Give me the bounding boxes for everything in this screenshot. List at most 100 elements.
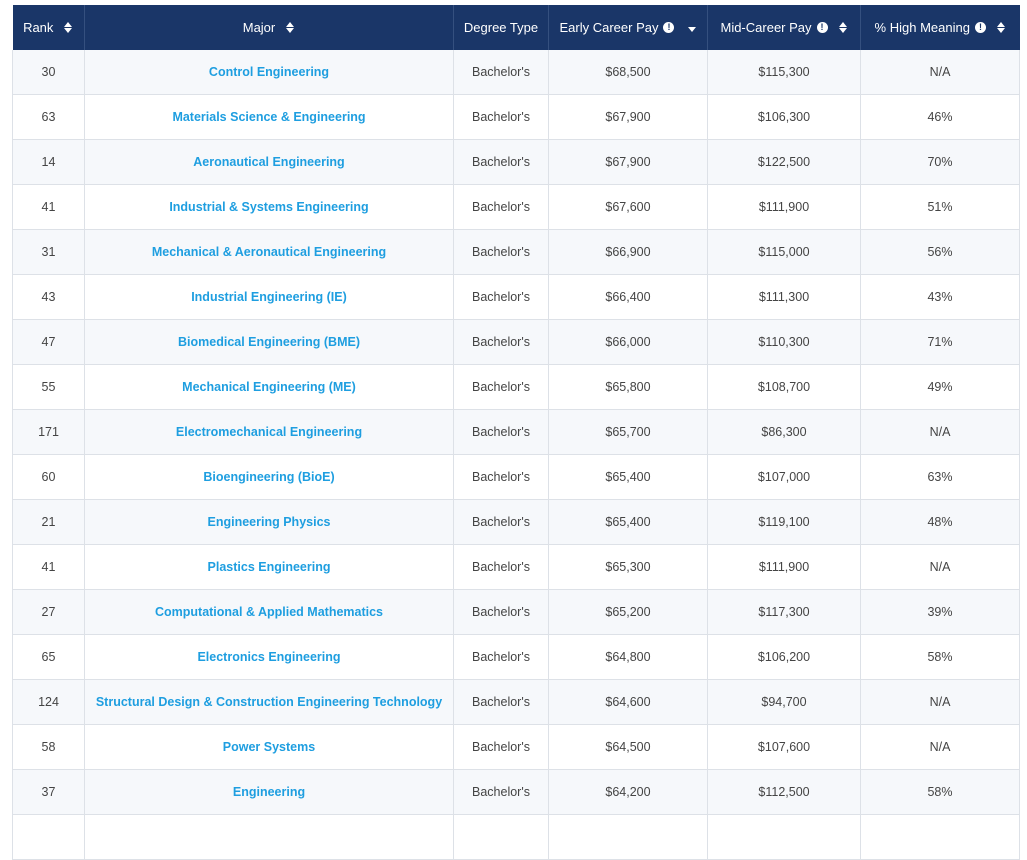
degree-type-cell: Bachelor's: [453, 319, 549, 365]
table-row: [12, 814, 1020, 860]
major-link[interactable]: Industrial & Systems Engineering: [169, 200, 369, 214]
mid-career-pay-cell: [707, 814, 861, 860]
rank-cell: 31: [12, 229, 85, 275]
table-row: 37 Engineering Bachelor's $64,200 $112,500 58…: [12, 769, 1020, 815]
high-meaning-cell: N/A: [860, 679, 1020, 725]
column-header-high-meaning[interactable]: % High Meaning !: [860, 5, 1020, 50]
rank-cell: [12, 814, 85, 860]
rank-cell: 58: [12, 724, 85, 770]
degree-type-cell: Bachelor's: [453, 544, 549, 590]
sort-icon[interactable]: [838, 21, 848, 35]
high-meaning-cell: 71%: [860, 319, 1020, 365]
high-meaning-cell: 63%: [860, 454, 1020, 500]
major-link[interactable]: Structural Design & Construction Enginee…: [95, 695, 443, 709]
column-header-major[interactable]: Major: [84, 5, 454, 50]
rank-cell: 47: [12, 319, 85, 365]
rank-cell: 37: [12, 769, 85, 815]
info-icon[interactable]: !: [974, 22, 986, 33]
high-meaning-cell: 51%: [860, 184, 1020, 230]
major-link[interactable]: Materials Science & Engineering: [172, 110, 366, 124]
early-career-pay-cell: $65,300: [548, 544, 708, 590]
degree-type-cell: Bachelor's: [453, 634, 549, 680]
high-meaning-cell: 70%: [860, 139, 1020, 185]
major-link[interactable]: Engineering Physics: [207, 515, 331, 529]
mid-career-pay-cell: $108,700: [707, 364, 861, 410]
high-meaning-cell: 46%: [860, 94, 1020, 140]
rank-cell: 124: [12, 679, 85, 725]
table-row: 63 Materials Science & Engineering Bachelo…: [12, 94, 1020, 140]
major-link[interactable]: Computational & Applied Mathematics: [154, 605, 384, 619]
sort-descending-icon[interactable]: [688, 26, 697, 32]
rank-cell: 21: [12, 499, 85, 545]
mid-career-pay-cell: $115,300: [707, 50, 861, 95]
degree-type-cell: Bachelor's: [453, 679, 549, 725]
table-row: 124 Structural Design & Construction Engi…: [12, 679, 1020, 725]
table-row: 60 Bioengineering (BioE) Bachelor's $65,400…: [12, 454, 1020, 500]
mid-career-pay-cell: $106,300: [707, 94, 861, 140]
early-career-pay-cell: $64,600: [548, 679, 708, 725]
degree-type-cell: Bachelor's: [453, 50, 549, 95]
column-header-label: % High Meaning: [874, 20, 970, 35]
major-cell: Engineering Physics: [84, 499, 454, 545]
major-link[interactable]: Power Systems: [222, 740, 316, 754]
mid-career-pay-cell: $86,300: [707, 409, 861, 455]
column-header-rank[interactable]: Rank: [12, 5, 85, 50]
table-row: 55 Mechanical Engineering (ME) Bachelor's $…: [12, 364, 1020, 410]
major-link[interactable]: Mechanical & Aeronautical Engineering: [151, 245, 387, 259]
high-meaning-cell: 56%: [860, 229, 1020, 275]
major-cell: Aeronautical Engineering: [84, 139, 454, 185]
major-cell: Power Systems: [84, 724, 454, 770]
rank-cell: 27: [12, 589, 85, 635]
early-career-pay-cell: $65,700: [548, 409, 708, 455]
high-meaning-cell: N/A: [860, 544, 1020, 590]
table-row: 43 Industrial Engineering (IE) Bachelor's $…: [12, 274, 1020, 320]
major-cell: Electromechanical Engineering: [84, 409, 454, 455]
early-career-pay-cell: $65,400: [548, 499, 708, 545]
column-header-label: Degree Type: [463, 20, 539, 35]
rank-cell: 55: [12, 364, 85, 410]
early-career-pay-cell: $64,800: [548, 634, 708, 680]
early-career-pay-cell: $66,900: [548, 229, 708, 275]
early-career-pay-cell: $66,400: [548, 274, 708, 320]
sort-icon[interactable]: [285, 21, 295, 35]
high-meaning-cell: 58%: [860, 634, 1020, 680]
sort-icon[interactable]: [63, 21, 73, 35]
rank-cell: 41: [12, 184, 85, 230]
major-link[interactable]: Electromechanical Engineering: [175, 425, 363, 439]
major-link[interactable]: Bioengineering (BioE): [203, 470, 335, 484]
column-header-mid-career-pay[interactable]: Mid-Career Pay !: [707, 5, 861, 50]
major-link[interactable]: Electronics Engineering: [197, 650, 341, 664]
major-link[interactable]: Industrial Engineering (IE): [191, 290, 347, 304]
early-career-pay-cell: $67,600: [548, 184, 708, 230]
degree-type-cell: Bachelor's: [453, 769, 549, 815]
degree-type-cell: Bachelor's: [453, 499, 549, 545]
major-cell: Computational & Applied Mathematics: [84, 589, 454, 635]
early-career-pay-cell: $65,200: [548, 589, 708, 635]
major-cell: Engineering: [84, 769, 454, 815]
sort-icon[interactable]: [996, 21, 1006, 35]
table-row: 31 Mechanical & Aeronautical Engineering B…: [12, 229, 1020, 275]
early-career-pay-cell: $66,000: [548, 319, 708, 365]
degree-type-cell: Bachelor's: [453, 454, 549, 500]
salary-table-container: Rank Major Degree Type: [12, 5, 1020, 860]
column-header-early-career-pay[interactable]: Early Career Pay !: [548, 5, 708, 50]
high-meaning-cell: N/A: [860, 724, 1020, 770]
major-cell: Mechanical & Aeronautical Engineering: [84, 229, 454, 275]
major-link[interactable]: Aeronautical Engineering: [193, 155, 345, 169]
high-meaning-cell: 39%: [860, 589, 1020, 635]
degree-type-cell: Bachelor's: [453, 364, 549, 410]
mid-career-pay-cell: $111,900: [707, 544, 861, 590]
major-link[interactable]: Mechanical Engineering (ME): [182, 380, 356, 394]
info-icon[interactable]: !: [663, 22, 675, 33]
major-link[interactable]: Biomedical Engineering (BME): [178, 335, 360, 349]
mid-career-pay-cell: $106,200: [707, 634, 861, 680]
info-icon[interactable]: !: [816, 22, 828, 33]
major-link[interactable]: Engineering: [232, 785, 306, 799]
high-meaning-cell: 49%: [860, 364, 1020, 410]
degree-type-cell: Bachelor's: [453, 139, 549, 185]
rank-cell: 43: [12, 274, 85, 320]
major-link[interactable]: Control Engineering: [208, 65, 330, 79]
major-link[interactable]: Plastics Engineering: [207, 560, 331, 574]
table-row: 41 Industrial & Systems Engineering Bachel…: [12, 184, 1020, 230]
major-cell: Industrial & Systems Engineering: [84, 184, 454, 230]
